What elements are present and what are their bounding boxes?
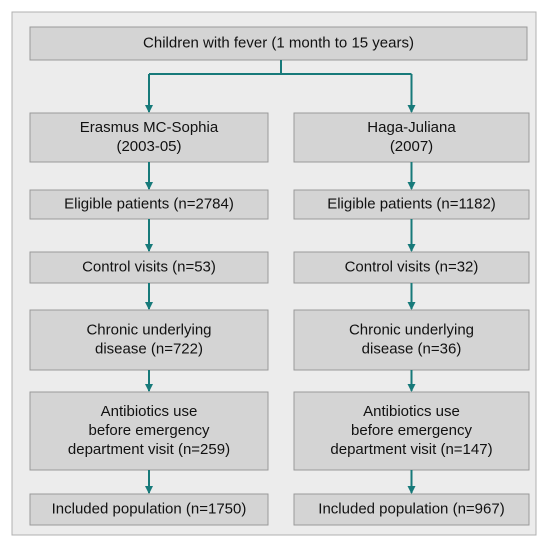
box-label: (2003-05): [116, 138, 181, 155]
box-label: department visit (n=147): [330, 441, 492, 458]
box: [293, 112, 530, 163]
box-label: Antibiotics use: [363, 403, 460, 420]
box-label: department visit (n=259): [68, 441, 230, 458]
box: [29, 391, 269, 471]
box-label: disease (n=722): [95, 340, 203, 357]
box: [29, 309, 269, 371]
box-label: before emergency: [89, 422, 210, 439]
box-label: Children with fever (1 month to 15 years…: [143, 34, 414, 51]
box: [29, 112, 269, 163]
box: [29, 493, 269, 526]
box-label: Eligible patients (n=1182): [327, 195, 496, 212]
box-label: Included population (n=967): [318, 500, 504, 517]
box: [29, 26, 528, 61]
box-label: Erasmus MC-Sophia: [80, 119, 219, 136]
box: [293, 493, 530, 526]
box-label: Control visits (n=32): [345, 258, 479, 275]
box-label: (2007): [390, 138, 433, 155]
box-label: before emergency: [351, 422, 472, 439]
box-label: Chronic underlying: [349, 321, 474, 338]
box: [293, 309, 530, 371]
box-label: Chronic underlying: [86, 321, 211, 338]
box-label: Haga-Juliana: [367, 119, 456, 136]
box: [29, 251, 269, 284]
box-label: Control visits (n=53): [82, 258, 216, 275]
box-label: Antibiotics use: [101, 403, 198, 420]
box-label: Included population (n=1750): [52, 500, 247, 517]
box-label: disease (n=36): [362, 340, 462, 357]
box-label: Eligible patients (n=2784): [64, 195, 234, 212]
